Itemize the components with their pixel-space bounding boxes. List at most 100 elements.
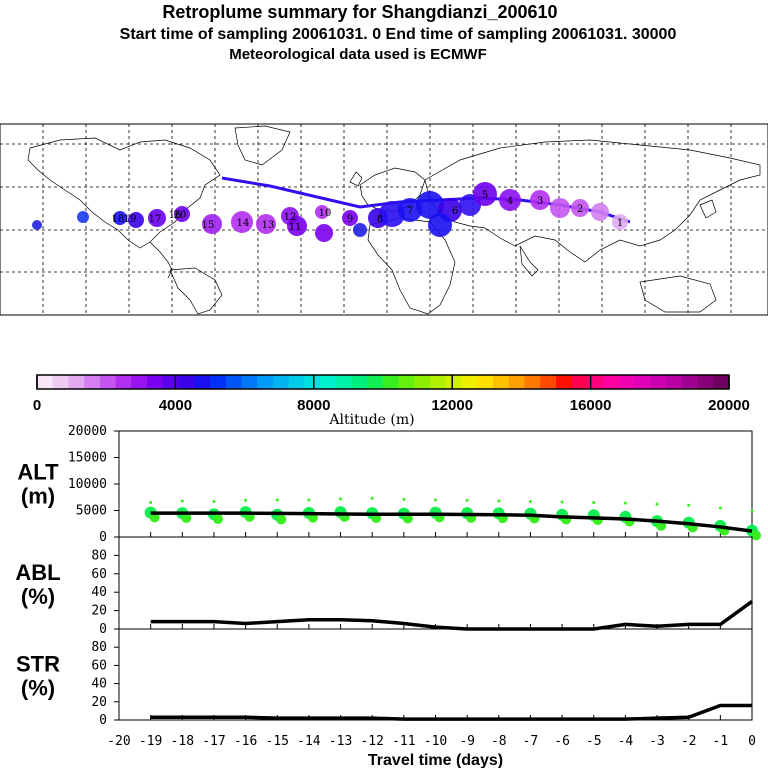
altitude-outlier-marker bbox=[370, 496, 374, 500]
altitude-colorbar: 0 4000 8000 12000 16000 20000 Altitude (m) bbox=[33, 374, 750, 428]
plume-particle-marker bbox=[113, 211, 127, 225]
y-tick-label: 20000 bbox=[68, 424, 107, 439]
x-tick-label: -20 bbox=[107, 734, 130, 749]
plume-day-label: 6 bbox=[452, 206, 458, 217]
x-tick-label: -8 bbox=[491, 734, 507, 749]
colorbar-cell bbox=[272, 375, 290, 389]
altitude-particle-marker bbox=[181, 512, 192, 523]
plume-particle-marker bbox=[32, 220, 42, 230]
y-tick-label: 0 bbox=[99, 622, 107, 637]
plume-particle-marker bbox=[473, 182, 497, 206]
colorbar-cell bbox=[681, 375, 699, 389]
panel-unit-label: (m) bbox=[21, 483, 55, 508]
colorbar-cell bbox=[147, 375, 164, 389]
altitude-outlier-marker bbox=[528, 499, 532, 503]
y-tick-label: 80 bbox=[91, 640, 107, 655]
y-tick-label: 80 bbox=[91, 548, 107, 563]
plume-particle-marker bbox=[398, 198, 422, 222]
colorbar-cell bbox=[241, 375, 258, 389]
plume-particle-marker bbox=[174, 206, 190, 222]
plume-day-label: 19 bbox=[124, 214, 137, 225]
series-line bbox=[150, 703, 752, 721]
x-tick-label: -13 bbox=[329, 734, 352, 749]
plume-particle-marker bbox=[315, 205, 329, 219]
series-line bbox=[150, 599, 754, 631]
altitude-outlier-marker bbox=[465, 498, 469, 502]
plume-day-label: 20 bbox=[174, 210, 187, 221]
plume-day-label: 4 bbox=[507, 196, 513, 207]
plume-particle-marker bbox=[231, 211, 253, 233]
colorbar-cell bbox=[697, 375, 714, 389]
colorbar-cell bbox=[430, 375, 447, 389]
colorbar-cell bbox=[461, 375, 478, 389]
colorbar-cell bbox=[603, 375, 620, 389]
colorbar-cell bbox=[556, 375, 573, 389]
y-tick-label: 60 bbox=[91, 567, 107, 582]
altitude-particle-marker bbox=[276, 514, 287, 525]
x-tick-label: -7 bbox=[523, 734, 539, 749]
colorbar-tick-label: 8000 bbox=[297, 397, 330, 414]
plume-day-label: 18 bbox=[112, 214, 125, 225]
x-tick-label: -4 bbox=[618, 734, 634, 749]
colorbar-cell bbox=[587, 375, 604, 389]
sampling-times: Start time of sampling 20061031. 0 End t… bbox=[119, 26, 677, 43]
x-tick-label: -17 bbox=[202, 734, 225, 749]
panel-abl: 0 20 40 60 80 ABL(%) bbox=[15, 536, 754, 637]
colorbar-cell bbox=[225, 375, 242, 389]
y-tick-label: 40 bbox=[91, 677, 107, 692]
colorbar-cell bbox=[304, 375, 321, 389]
map-graticule bbox=[0, 124, 768, 315]
y-tick-label: 40 bbox=[91, 585, 107, 600]
colorbar-cell bbox=[445, 375, 463, 389]
colorbar-cell bbox=[540, 375, 557, 389]
plume-particle-marker bbox=[530, 190, 550, 210]
altitude-outlier-marker bbox=[750, 509, 754, 512]
x-tick-label: -9 bbox=[459, 734, 475, 749]
plume-particle-marker bbox=[287, 216, 307, 236]
plume-particle-marker bbox=[315, 224, 333, 242]
colorbar-cell bbox=[351, 375, 368, 389]
plume-day-label: 17 bbox=[149, 214, 162, 225]
colorbar-cell bbox=[257, 375, 274, 389]
colorbar-cell bbox=[524, 375, 541, 389]
colorbar-cell bbox=[477, 375, 494, 389]
y-tick-label: 0 bbox=[99, 530, 107, 545]
plume-day-label: 12 bbox=[284, 212, 297, 223]
altitude-outlier-marker bbox=[497, 499, 501, 503]
colorbar-cell bbox=[383, 375, 400, 389]
colorbar-cell bbox=[288, 375, 305, 389]
plume-day-label: 11 bbox=[289, 222, 302, 233]
x-tick-label: -12 bbox=[360, 734, 383, 749]
altitude-outlier-marker bbox=[655, 502, 659, 506]
plume-particle-marker bbox=[128, 212, 144, 228]
altitude-outlier-marker bbox=[180, 499, 184, 503]
altitude-outlier-marker bbox=[212, 499, 216, 503]
altitude-outlier-marker bbox=[434, 498, 437, 502]
altitude-outlier-marker bbox=[339, 497, 343, 501]
altitude-outlier-marker bbox=[307, 498, 311, 502]
plume-day-label: 13 bbox=[262, 220, 275, 231]
plume-day-label: 9 bbox=[347, 214, 353, 225]
colorbar-cell bbox=[493, 375, 510, 389]
colorbar-cell bbox=[618, 375, 636, 389]
panel-label: ALT bbox=[17, 459, 59, 484]
y-tick-label: 20 bbox=[91, 695, 107, 710]
plume-particle-marker bbox=[416, 191, 444, 219]
altitude-outlier-marker bbox=[592, 501, 596, 505]
colorbar-cell bbox=[571, 375, 588, 389]
plume-day-label: 15 bbox=[202, 220, 215, 231]
colorbar-tick-label: 0 bbox=[33, 397, 41, 414]
panel-unit-label: (%) bbox=[21, 584, 55, 609]
series-line bbox=[150, 511, 753, 533]
x-tick-label: -6 bbox=[554, 734, 570, 749]
colorbar-cell bbox=[666, 375, 683, 389]
colorbar-tick-label: 12000 bbox=[431, 397, 473, 414]
plume-particle-marker bbox=[342, 210, 358, 226]
plume-day-label: 3 bbox=[537, 196, 543, 207]
panel-frame bbox=[118, 536, 753, 630]
y-tick-label: 5000 bbox=[76, 504, 107, 519]
panel-unit-label: (%) bbox=[21, 675, 55, 700]
colorbar-cell bbox=[99, 375, 117, 389]
